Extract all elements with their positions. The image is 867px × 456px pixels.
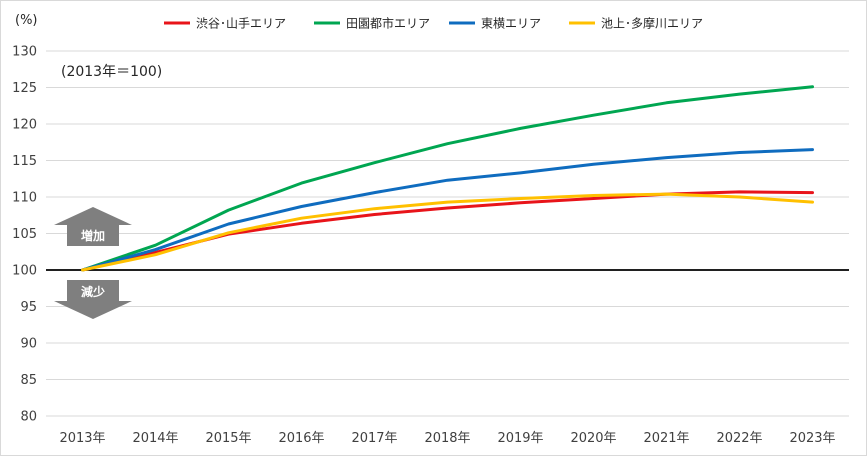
- decrease-label: 減少: [81, 284, 105, 299]
- x-tick-label: 2018年: [424, 431, 470, 446]
- y-tick-label: 100: [12, 264, 37, 279]
- legend-entry-label: 池上･多摩川エリア: [601, 16, 703, 31]
- x-tick-label: 2017年: [351, 431, 397, 446]
- x-tick-label: 2015年: [205, 431, 251, 446]
- y-tick-label: 130: [12, 45, 37, 60]
- y-unit-label: (%): [15, 13, 38, 28]
- x-tick-label: 2016年: [278, 431, 324, 446]
- series-line: [81, 148, 814, 272]
- x-tick-label: 2022年: [716, 431, 762, 446]
- y-tick-label: 85: [20, 373, 37, 388]
- legend-entry-label: 渋谷･山手エリア: [196, 17, 286, 31]
- decrease-arrow: 減少: [54, 280, 132, 319]
- legend-entry-label: 田園都市エリア: [346, 16, 430, 31]
- y-tick-label: 105: [12, 227, 37, 242]
- legend-entry-label: 東横エリア: [481, 17, 541, 31]
- y-axis-ticks: 80 85 90 95 100 105 110 115 120 125 130: [12, 45, 37, 425]
- series-lines: [81, 85, 814, 272]
- increase-label: 増加: [81, 228, 105, 243]
- y-tick-label: 95: [20, 300, 37, 315]
- y-tick-label: 115: [12, 154, 37, 169]
- y-tick-label: 125: [12, 81, 37, 96]
- y-tick-label: 120: [12, 118, 37, 133]
- x-axis-ticks: 2013年 2014年 2015年 2016年 2017年 2018年 2019年 2020年…: [59, 431, 835, 446]
- x-tick-label: 2020年: [570, 431, 616, 446]
- x-tick-label: 2021年: [643, 431, 689, 446]
- y-tick-label: 80: [20, 410, 37, 425]
- x-tick-label: 2014年: [132, 431, 178, 446]
- x-tick-label: 2013年: [59, 431, 105, 446]
- decrease-arrow-icon: [54, 280, 132, 319]
- increase-arrow: 増加: [54, 207, 132, 246]
- grid-lines: [46, 50, 849, 417]
- base-year-note: (2013年＝100): [61, 64, 162, 80]
- x-tick-label: 2019年: [497, 431, 543, 446]
- series-line: [81, 190, 814, 272]
- x-tick-label: 2023年: [789, 431, 835, 446]
- series-line: [81, 192, 814, 272]
- y-tick-label: 110: [12, 191, 37, 206]
- legend: 渋谷･山手エリア 田園都市エリア 東横エリア 池上･多摩川エリア: [164, 16, 703, 31]
- increase-arrow-icon: [54, 207, 132, 246]
- series-line: [81, 85, 814, 272]
- y-tick-label: 90: [20, 337, 37, 352]
